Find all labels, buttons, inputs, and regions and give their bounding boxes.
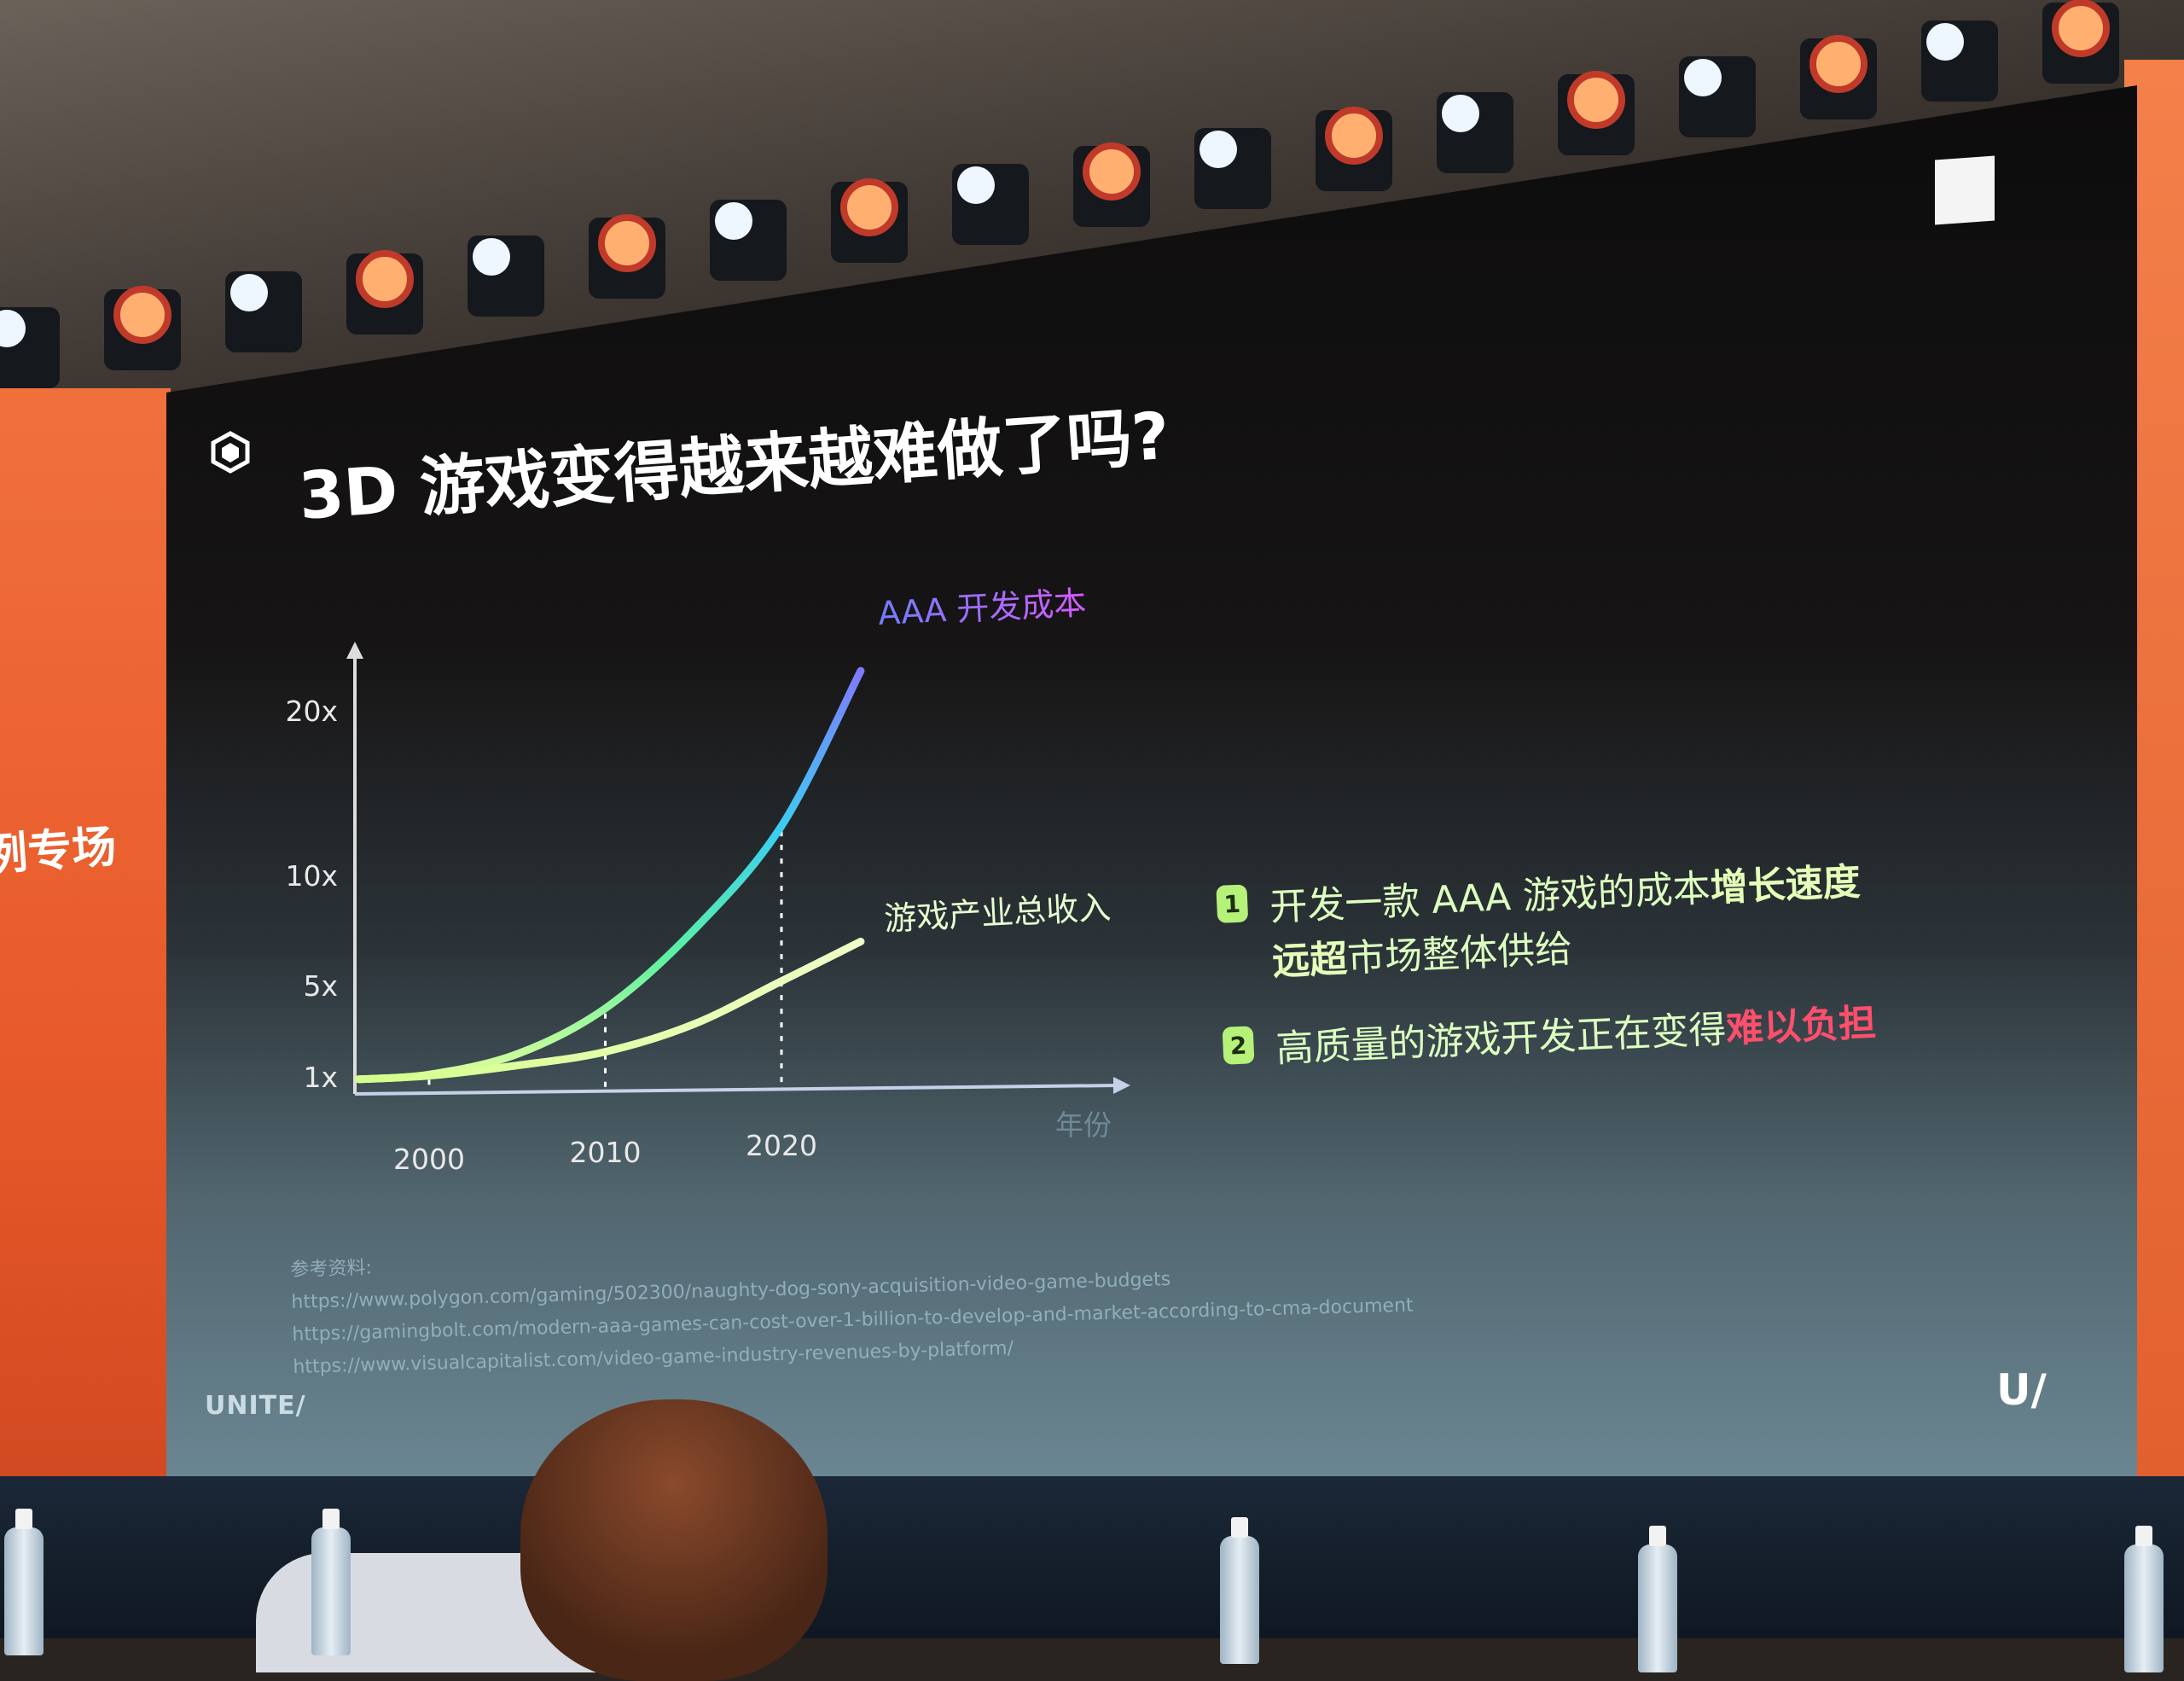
- stage-light-lamp: [1083, 143, 1141, 201]
- stage-light-lamp: [1684, 59, 1722, 96]
- aaa-cost-series-line: [354, 666, 865, 1084]
- stage-light-lamp: [230, 274, 268, 311]
- water-bottle: [311, 1509, 351, 1655]
- stage-light-lamp: [1567, 71, 1625, 129]
- stage-light-lamp: [2052, 0, 2110, 57]
- bullet-text: 市场整体供给: [1346, 927, 1574, 981]
- water-bottle: [1638, 1526, 1677, 1672]
- bullet-number-badge: 1: [1216, 884, 1249, 923]
- bullet-number-badge: 2: [1222, 1026, 1255, 1065]
- unity-logo-icon: [211, 431, 250, 474]
- bullet-item: 2 高质量的游戏开发正在变得难以负担: [1222, 992, 1877, 1074]
- x-axis-arrow: [1113, 1077, 1130, 1094]
- stage-light-lamp: [715, 202, 752, 240]
- stage-light-lamp: [473, 238, 510, 276]
- y-tick-label: 20x: [285, 695, 338, 728]
- stage-light-lamp: [1926, 23, 1964, 61]
- stage-light-lamp: [356, 250, 414, 308]
- stage-light-lamp: [840, 178, 898, 236]
- y-tick-label: 1x: [303, 1061, 338, 1094]
- water-bottle: [4, 1509, 44, 1655]
- stage-light-lamp: [1442, 95, 1479, 132]
- series-label-revenue: 游戏产业总收入: [883, 888, 1112, 938]
- stage-lights: [0, 0, 2119, 388]
- revenue-series-line: [354, 937, 865, 1084]
- stage-light-lamp: [957, 166, 995, 204]
- x-tick-label: 2010: [570, 1136, 642, 1169]
- bullet-list: 1 开发一款 AAA 游戏的成本增长速度 远超市场整体供给 2 高质量的游戏开发…: [1216, 851, 1879, 1108]
- series-label-aaa-cost: AAA 开发成本: [877, 584, 1087, 632]
- left-orange-banner: 例专场: [0, 388, 171, 1476]
- stage-light-lamp: [1809, 35, 1867, 93]
- stage-light-lamp: [113, 286, 171, 344]
- unite-corner-logo: U/: [1996, 1365, 2047, 1415]
- bullet-emphasis: 增长速度: [1709, 860, 1862, 910]
- audience-head: [520, 1399, 828, 1681]
- stage-light-lamp: [598, 214, 656, 272]
- x-tick-label: 2000: [393, 1143, 465, 1176]
- bullet-text: 高质量的游戏开发正在变得: [1275, 1008, 1728, 1072]
- stage-light-lamp: [0, 310, 26, 347]
- stage-light-lamp: [1199, 131, 1237, 168]
- unite-footer-logo: UNITE/: [205, 1391, 306, 1421]
- x-tick-label: 2020: [746, 1129, 817, 1162]
- bullet-emphasis: 远超: [1271, 937, 1349, 985]
- y-axis-arrow: [346, 642, 363, 659]
- water-bottle: [2124, 1526, 2164, 1672]
- bullet-highlight: 难以负担: [1725, 1001, 1878, 1052]
- stage-light-lamp: [1325, 107, 1383, 165]
- x-axis: [354, 1084, 1118, 1096]
- y-tick-label: 5x: [303, 969, 338, 1003]
- y-tick-label: 10x: [285, 859, 338, 893]
- water-bottle: [1220, 1517, 1259, 1664]
- x-axis-label: 年份: [1055, 1108, 1112, 1142]
